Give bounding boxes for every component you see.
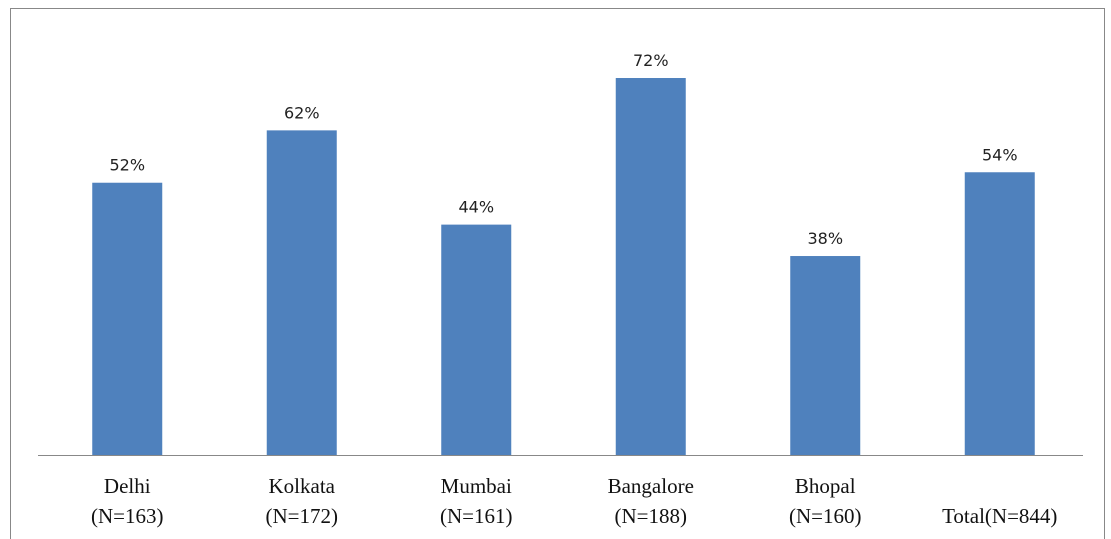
value-label: 52% [109,156,145,175]
value-label: 62% [284,103,320,122]
bar [615,78,686,456]
x-tick-label: Bhopal (N=160) [789,474,862,528]
x-tick-label: Total(N=844) [942,504,1058,528]
value-label: 72% [633,51,669,70]
x-tick-label: Delhi (N=163) [91,474,164,528]
bar [441,224,512,455]
x-tick-label: Bangalore (N=188) [607,474,694,528]
value-label: 44% [458,198,494,217]
bar [92,182,163,455]
bar [790,256,861,455]
frame [10,8,1105,539]
x-tick-label: Mumbai (N=161) [440,474,513,528]
value-label: 38% [807,229,843,248]
bar [964,172,1035,456]
x-tick-label: Kolkata (N=172) [265,474,339,528]
value-label: 54% [982,145,1018,164]
bar [266,130,337,456]
